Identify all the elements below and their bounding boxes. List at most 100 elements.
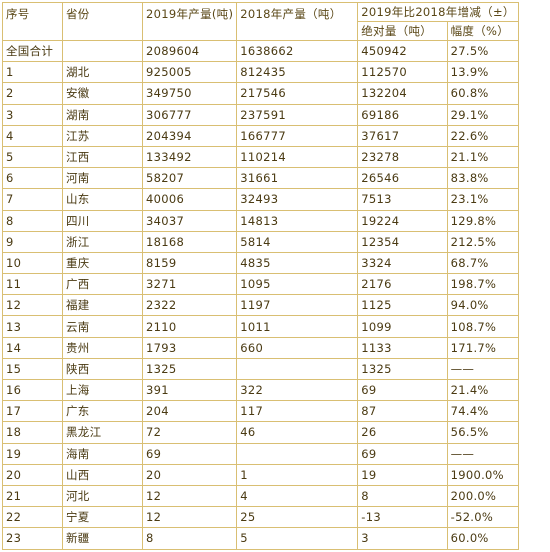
cell-output-2018: 1638662 [236,39,359,63]
cell-absolute: 19224 [357,209,448,232]
cell-output-2018: 4835 [236,251,359,275]
table-row: 4 江苏 204394 166777 37617 22.6% [2,124,519,147]
header-percent: 幅度（%） [446,21,519,41]
cell-percent: 129.8% [446,209,519,232]
cell-seq: 19 [2,442,63,465]
cell-seq: 9 [2,230,63,253]
cell-output-2018: 5814 [236,230,359,253]
cell-percent: 60.0% [446,527,519,550]
cell-seq: 3 [2,103,63,126]
cell-output-2018: 117 [236,400,359,423]
cell-absolute: 69 [357,442,448,465]
cell-output-2019: 8 [141,527,238,550]
table-row: 14 贵州 1793 660 1133 171.7% [2,336,519,359]
cell-absolute: 1125 [357,294,448,317]
header-absolute: 绝对量（吨） [357,21,448,41]
cell-output-2018: 166777 [236,124,359,147]
cell-absolute: 112570 [357,61,448,84]
cell-percent: 27.5% [446,39,519,63]
cell-percent: —— [446,442,519,465]
cell-seq: 12 [2,294,63,317]
cell-province: 江苏 [62,124,143,147]
cell-seq: 22 [2,506,63,529]
cell-seq: 21 [2,484,63,508]
table-row: 22 宁夏 12 25 -13 -52.0% [2,506,519,529]
cell-percent: 29.1% [446,103,519,126]
cell-percent: 198.7% [446,273,519,296]
cell-seq: 20 [2,463,63,486]
cell-output-2019: 349750 [141,82,238,105]
cell-output-2018: 1095 [236,273,359,296]
cell-output-2018: 32493 [236,188,359,211]
cell-percent: 56.5% [446,421,519,444]
table-row: 17 广东 204 117 87 74.4% [2,400,519,423]
cell-percent: 1900.0% [446,463,519,486]
cell-percent: 200.0% [446,484,519,508]
table-row: 全国合计 2089604 1638662 450942 27.5% [2,39,519,63]
cell-output-2018 [236,357,359,381]
cell-province: 重庆 [62,251,143,275]
cell-seq: 2 [2,82,63,105]
table-row: 8 四川 34037 14813 19224 129.8% [2,209,519,232]
cell-output-2018: 217546 [236,82,359,105]
cell-seq: 14 [2,336,63,359]
cell-percent: 21.4% [446,378,519,402]
cell-absolute: 12354 [357,230,448,253]
cell-seq: 15 [2,357,63,381]
cell-seq: 7 [2,188,63,211]
table-row: 1 湖北 925005 812435 112570 13.9% [2,61,519,84]
cell-output-2018: 5 [236,527,359,550]
cell-output-2018: 322 [236,378,359,402]
header-change: 2019年比2018年增减（±） [357,2,519,22]
cell-output-2018: 812435 [236,61,359,84]
cell-seq: 18 [2,421,63,444]
cell-province: 广东 [62,400,143,423]
cell-output-2019: 204 [141,400,238,423]
cell-percent: 23.1% [446,188,519,211]
cell-output-2018: 25 [236,506,359,529]
cell-province: 湖北 [62,61,143,84]
cell-output-2019: 306777 [141,103,238,126]
cell-province: 河南 [62,167,143,190]
cell-output-2018: 1 [236,463,359,486]
cell-province: 福建 [62,294,143,317]
cell-absolute: 26546 [357,167,448,190]
cell-percent: 13.9% [446,61,519,84]
cell-absolute: 23278 [357,145,448,169]
cell-output-2019: 1793 [141,336,238,359]
cell-seq: 16 [2,378,63,402]
cell-absolute: 69 [357,378,448,402]
cell-output-2019: 12 [141,484,238,508]
cell-percent: 83.8% [446,167,519,190]
cell-absolute: 3 [357,527,448,550]
cell-output-2018: 31661 [236,167,359,190]
cell-percent: —— [446,357,519,381]
cell-absolute: 8 [357,484,448,508]
cell-province: 安徽 [62,82,143,105]
cell-absolute: 19 [357,463,448,486]
cell-output-2019: 72 [141,421,238,444]
cell-province: 山西 [62,463,143,486]
cell-seq: 10 [2,251,63,275]
cell-output-2019: 925005 [141,61,238,84]
cell-province [62,39,143,63]
cell-absolute: 7513 [357,188,448,211]
table-wrapper: 序号 省份 2019年产量(吨) 2018年产量（吨） 2019年比2018年增… [2,2,519,550]
table-row: 10 重庆 8159 4835 3324 68.7% [2,251,519,275]
cell-percent: 21.1% [446,145,519,169]
cell-output-2019: 2110 [141,315,238,338]
cell-absolute: 1099 [357,315,448,338]
cell-province: 宁夏 [62,506,143,529]
cell-percent: 171.7% [446,336,519,359]
cell-output-2019: 1325 [141,357,238,381]
table-row: 13 云南 2110 1011 1099 108.7% [2,315,519,338]
cell-province: 新疆 [62,527,143,550]
cell-seq: 17 [2,400,63,423]
cell-percent: 108.7% [446,315,519,338]
cell-output-2018: 4 [236,484,359,508]
cell-percent: 60.8% [446,82,519,105]
cell-output-2019: 34037 [141,209,238,232]
table-row: 15 陕西 1325 1325 —— [2,357,519,381]
cell-output-2019: 3271 [141,273,238,296]
header-seq: 序号 [2,2,63,41]
